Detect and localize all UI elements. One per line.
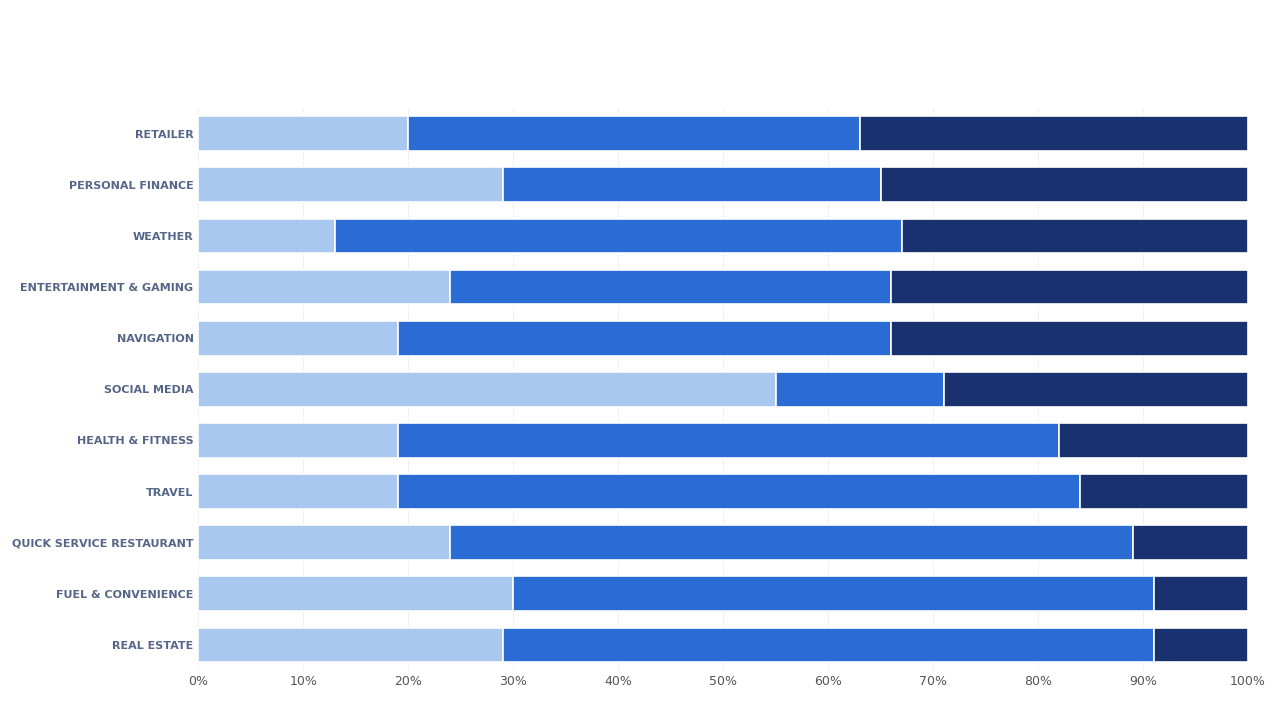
Bar bbox=[891, 321, 1248, 355]
Bar bbox=[335, 218, 901, 253]
Bar bbox=[451, 270, 891, 304]
Bar bbox=[943, 372, 1248, 407]
Bar bbox=[1059, 423, 1248, 458]
Bar bbox=[398, 423, 1059, 458]
Bar bbox=[776, 372, 943, 407]
Bar bbox=[198, 526, 451, 560]
Bar bbox=[1080, 474, 1248, 509]
Bar bbox=[503, 167, 881, 202]
Bar bbox=[1153, 577, 1248, 611]
Bar bbox=[398, 321, 891, 355]
Bar bbox=[451, 526, 1133, 560]
Bar bbox=[408, 116, 860, 151]
Bar bbox=[198, 218, 335, 253]
Bar bbox=[198, 270, 451, 304]
Bar bbox=[901, 218, 1248, 253]
Bar bbox=[198, 372, 776, 407]
Bar bbox=[503, 627, 1153, 663]
Bar bbox=[198, 321, 398, 355]
Bar bbox=[1133, 526, 1248, 560]
Bar bbox=[198, 577, 513, 611]
Bar bbox=[891, 270, 1248, 304]
Bar bbox=[198, 423, 398, 458]
Bar bbox=[398, 474, 1080, 509]
Bar bbox=[1153, 627, 1248, 663]
Bar bbox=[513, 577, 1153, 611]
Bar bbox=[860, 116, 1248, 151]
Bar bbox=[198, 474, 398, 509]
Bar bbox=[198, 627, 503, 663]
Bar bbox=[198, 116, 408, 151]
Text: INSIGHTS: INSIGHTS bbox=[23, 25, 261, 68]
Bar bbox=[198, 167, 503, 202]
Bar bbox=[881, 167, 1248, 202]
